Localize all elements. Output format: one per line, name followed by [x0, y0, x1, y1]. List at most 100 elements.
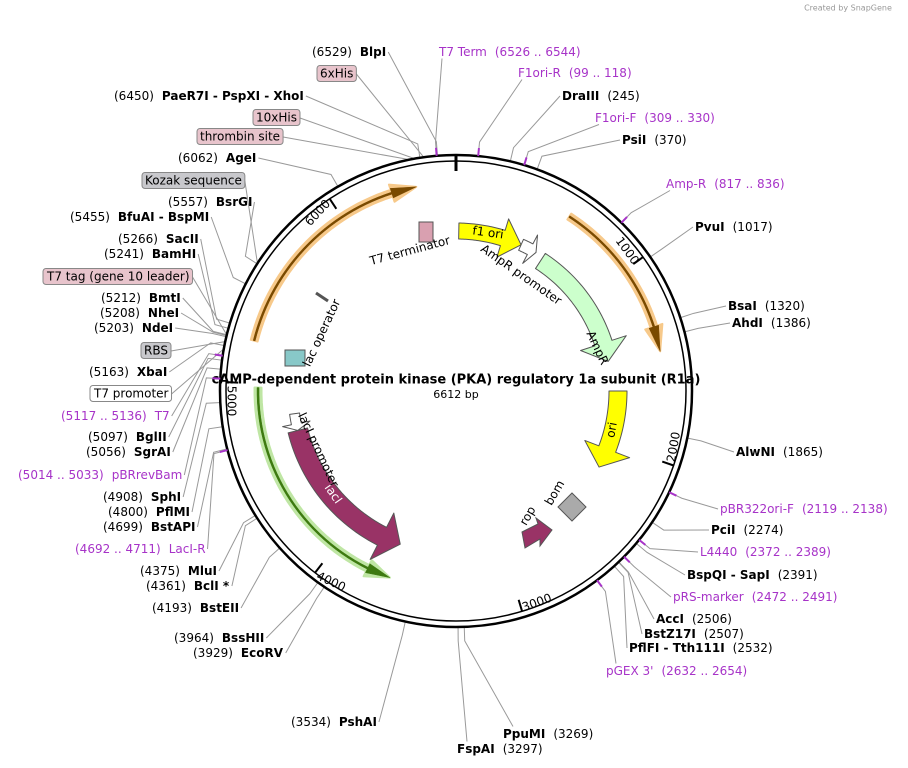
site-label: (5203) NdeI: [94, 321, 173, 335]
site-location: (5097): [88, 430, 128, 444]
site-location: (4908): [103, 490, 143, 504]
feature-arrow: [568, 215, 661, 352]
feature-arrow: [566, 212, 664, 353]
site-location: (3534): [291, 715, 331, 729]
site-location: (2119 .. 2138): [802, 502, 888, 516]
bom: [557, 492, 587, 522]
feature-arrow: [518, 234, 539, 264]
primer-mark: [219, 449, 228, 454]
site-label: PsiI (370): [622, 133, 687, 147]
backbone-outer: [218, 153, 694, 629]
site-label: (5241) BamHI: [104, 247, 196, 261]
feature-arrow: [282, 412, 311, 431]
site-name: BstEII: [200, 601, 239, 615]
connector: [463, 627, 514, 727]
connector: [387, 51, 438, 155]
feature-box: [196, 128, 284, 145]
connector: [435, 58, 443, 155]
site-location: (5557): [168, 195, 208, 209]
site-location: (4699): [103, 520, 143, 534]
site-label: (5097) BglII: [88, 430, 167, 444]
site-label: (3929) EcoRV: [193, 646, 284, 660]
site-name: F1ori-R: [518, 66, 561, 80]
feature-box: [89, 385, 173, 402]
site-name: pBR322ori-F: [720, 502, 794, 516]
site-label: F1ori-F (309 .. 330): [595, 111, 715, 125]
site-location: (3297): [503, 742, 543, 756]
primer-mark: [620, 216, 628, 224]
features: [249, 183, 664, 579]
site-name: AgeI: [226, 151, 256, 165]
connector: [210, 216, 246, 284]
site-label: PciI (2274): [711, 523, 783, 537]
site-label: L4440 (2372 .. 2389): [700, 545, 831, 559]
site-location: (2372 .. 2389): [745, 545, 831, 559]
connector: [510, 95, 561, 161]
feature-arrow: [584, 390, 631, 468]
site-name: T7 Term: [438, 45, 487, 59]
site-label: (6450) PaeR7I - PspXI - XhoI: [114, 89, 304, 103]
site-label: (5163) XbaI: [89, 365, 167, 379]
site-name: PflMI: [156, 505, 190, 519]
primer-mark: [523, 157, 528, 166]
site-label: (6529) BlpI: [312, 45, 386, 59]
site-label: Amp-R (817 .. 836): [666, 177, 785, 191]
site-name: BstAPI: [151, 520, 196, 534]
connector: [168, 357, 222, 438]
site-location: (2391): [778, 568, 818, 582]
site-name: AhdI: [732, 316, 763, 330]
site-label: DraIII (245): [562, 89, 640, 103]
connector: [457, 627, 468, 742]
site-location: (5056): [86, 445, 126, 459]
ruler-tick: [661, 460, 674, 467]
site-location: (245): [607, 89, 639, 103]
site-label: (5455) BfuAI - BspMI: [70, 210, 209, 224]
ruler-tick: [314, 562, 324, 574]
connector: [258, 157, 338, 187]
ruler-tick: [517, 599, 524, 612]
site-location: (5203): [94, 321, 134, 335]
site-location: (2472 .. 2491): [752, 590, 838, 604]
connector: [172, 367, 221, 453]
connector: [355, 73, 424, 157]
site-name: BlpI: [360, 45, 386, 59]
site-label: (5056) SgrAI: [86, 445, 171, 459]
site-name: pBRrevBam: [112, 468, 183, 482]
site-location: (1386): [771, 316, 811, 330]
connector: [197, 253, 228, 329]
site-label: (4908) SphI: [103, 490, 181, 504]
lac-operator: [284, 349, 306, 367]
connector: [681, 305, 727, 318]
primer-mark: [214, 353, 223, 357]
site-name: pGEX 3': [606, 664, 653, 678]
site-name: BssHII: [222, 631, 264, 645]
site-label: BspQI - SapI (2391): [687, 568, 818, 582]
feature-arrow: [535, 252, 627, 362]
ruler-tick: [328, 198, 338, 210]
site-name: PsiI: [622, 133, 646, 147]
feature-label: RBS: [144, 344, 168, 358]
connector: [180, 312, 226, 336]
site-location: (4361): [146, 579, 186, 593]
site-name: BfuAI - BspMI: [118, 210, 209, 224]
feature-arrow: [256, 387, 391, 578]
connector: [536, 139, 621, 169]
site-location: (370): [654, 133, 686, 147]
site-name: BsaI: [728, 299, 757, 313]
site-label: (5266) SacII: [118, 232, 199, 246]
connector: [183, 377, 220, 476]
connector: [282, 136, 407, 160]
site-name: XbaI: [137, 365, 167, 379]
site-location: (6062): [178, 151, 218, 165]
site-name: BspQI - SapI: [687, 568, 770, 582]
site-name: pRS-marker: [673, 590, 744, 604]
site-label: (3534) PshAI: [291, 715, 377, 729]
site-name: AccI: [656, 612, 684, 626]
site-name: PflFI - Tth111I: [629, 641, 725, 655]
feature-name: T7 terminator: [367, 233, 451, 268]
site-location: (99 .. 118): [569, 66, 632, 80]
site-label: (4361) BclI *: [146, 579, 230, 593]
feature-box: [252, 109, 301, 126]
site-name: PaeR7I - PspXI - XhoI: [162, 89, 304, 103]
site-label: (4699) BstAPI: [103, 520, 195, 534]
